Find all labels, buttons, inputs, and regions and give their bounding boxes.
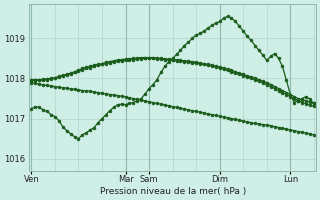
X-axis label: Pression niveau de la mer( hPa ): Pression niveau de la mer( hPa ) — [100, 187, 246, 196]
